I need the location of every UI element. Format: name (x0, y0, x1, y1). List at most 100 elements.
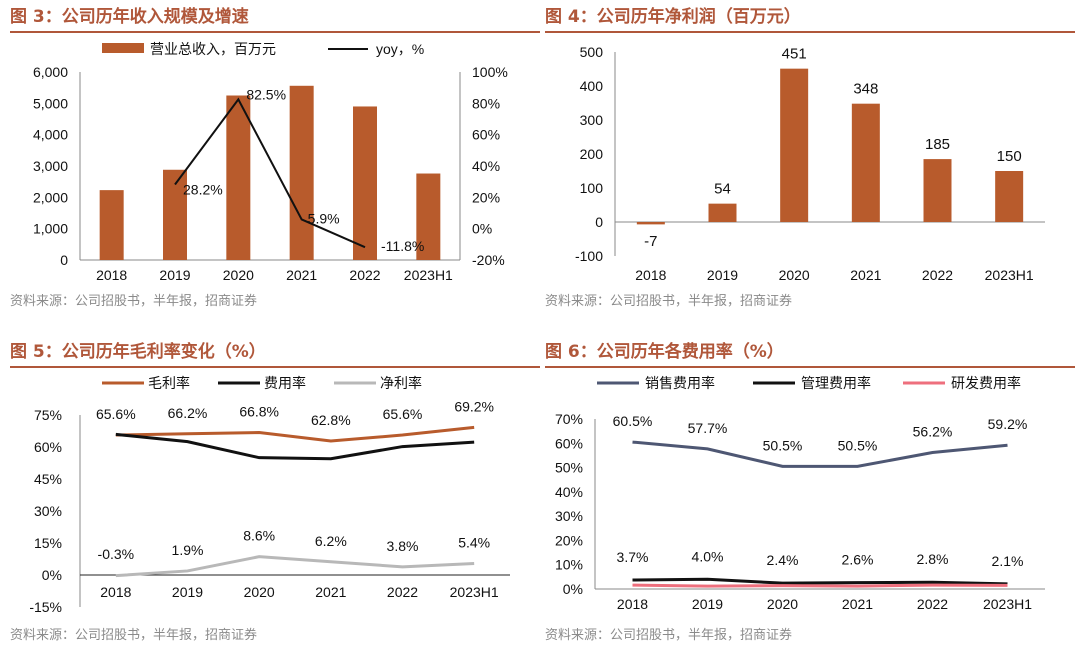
data-label-admin-rate: 2.6% (842, 552, 874, 568)
data-label-gross-margin: 69.2% (454, 398, 494, 414)
data-label-net-margin: 1.9% (172, 542, 204, 558)
x-tick-label: 2019 (172, 584, 203, 600)
data-label-gross-margin: 65.6% (96, 406, 136, 422)
data-label-gross-margin: 66.8% (239, 403, 279, 419)
legend-label: 净利率 (380, 375, 422, 391)
line-series-0 (632, 440, 1008, 468)
y-right-tick: 20% (472, 189, 500, 205)
x-tick-label: 2022 (387, 584, 418, 600)
data-label-sales-rate: 56.2% (913, 424, 953, 440)
y-left-tick: 3,000 (33, 158, 68, 174)
data-label-sales-rate: 59.2% (988, 416, 1028, 432)
x-tick-label: 2022 (349, 267, 380, 283)
data-label-net-profit: 150 (997, 148, 1022, 165)
chart-fig5: 毛利率 费用率 净利率 -15% 0% 15% 30% 45% 60% 75% 65.6% 66.2%… (29, 375, 510, 615)
y-tick: 100 (580, 180, 604, 196)
x-tick-label: 2021 (842, 596, 873, 612)
data-label-sales-rate: 50.5% (838, 437, 878, 453)
y-tick: 15% (34, 535, 62, 551)
chart-title: 图 3：公司历年收入规模及增速 (10, 7, 249, 27)
x-tick-label: 2018 (96, 267, 127, 283)
x-tick-label: 2021 (286, 267, 317, 283)
line-series-2 (632, 583, 1008, 588)
y-left-tick: 1,000 (33, 221, 68, 237)
bar-revenue (353, 106, 377, 260)
y-tick: 60% (555, 435, 583, 451)
y-left-tick: 6,000 (33, 64, 68, 80)
legend-swatch-revenue (102, 43, 144, 53)
x-tick-label: 2018 (635, 267, 666, 283)
x-tick-label: 2020 (767, 596, 798, 612)
data-label-sales-rate: 50.5% (763, 437, 803, 453)
legend-label: 销售费用率 (645, 375, 715, 391)
data-label-admin-rate: 2.4% (767, 552, 799, 568)
y-tick: 40% (555, 484, 583, 500)
y-left-tick: 4,000 (33, 127, 68, 143)
data-label-net-margin: 3.8% (387, 538, 419, 554)
legend-label: 费用率 (264, 375, 306, 391)
data-label-admin-rate: 3.7% (617, 549, 649, 565)
chart-title: 图 5：公司历年毛利率变化（%） (10, 342, 266, 362)
y-right-tick: 80% (472, 95, 500, 111)
data-label-net-profit: 451 (782, 46, 807, 63)
x-tick-label: 2018 (617, 596, 648, 612)
y-tick: 30% (34, 503, 62, 519)
data-label-gross-margin: 65.6% (383, 406, 423, 422)
y-tick: 30% (555, 508, 583, 524)
bar-net-profit (780, 68, 809, 222)
legend-label: 管理费用率 (801, 375, 871, 391)
bar-revenue (99, 190, 124, 260)
y-tick: 50% (555, 460, 583, 476)
x-tick-label: 2019 (707, 267, 738, 283)
x-tick-label: 2023H1 (450, 584, 499, 600)
y-right-tick: 40% (472, 158, 500, 174)
y-tick: -15% (29, 599, 62, 615)
data-label-sales-rate: 60.5% (613, 413, 653, 429)
chart-title: 图 6：公司历年各费用率（%） (545, 342, 784, 362)
bar-net-profit (851, 103, 880, 222)
x-tick-label: 2019 (159, 267, 190, 283)
legend-label: 毛利率 (148, 375, 190, 391)
legend-label: 研发费用率 (951, 375, 1021, 391)
y-tick: 70% (555, 411, 583, 427)
data-label-yoy: -11.8% (381, 238, 424, 254)
y-right-tick: -20% (472, 252, 505, 268)
chart-title: 图 4：公司历年净利润（百万元） (545, 7, 801, 27)
data-label-net-profit: 54 (714, 181, 731, 198)
y-tick: 200 (580, 146, 604, 162)
data-label-net-profit: 348 (853, 81, 878, 98)
y-tick: 75% (34, 407, 62, 423)
data-label-admin-rate: 4.0% (692, 548, 724, 564)
y-tick: -100 (575, 248, 603, 264)
data-label-gross-margin: 62.8% (311, 412, 351, 428)
x-tick-label: 2021 (850, 267, 881, 283)
line-series-0 (115, 425, 475, 443)
data-label-net-profit: 185 (925, 136, 950, 153)
source-note: 资料来源：公司招股书，半年报，招商证券 (10, 294, 258, 309)
data-label-net-margin: 8.6% (243, 528, 275, 544)
x-tick-label: 2023H1 (985, 267, 1034, 283)
y-tick: 0% (42, 567, 62, 583)
title-rule (10, 366, 540, 368)
bar-revenue (163, 169, 187, 260)
x-tick-label: 2022 (922, 267, 953, 283)
y-left-tick: 0 (60, 252, 68, 268)
x-tick-label: 2023H1 (404, 267, 453, 283)
panel-fig3: 图 3：公司历年收入规模及增速 营业总收入，百万元 yoy，% 0 1,000 2,00… (10, 0, 540, 320)
panel-fig5: 图 5：公司历年毛利率变化（%） 毛利率 费用率 净利率 -15% 0% 15% 30% 45… (10, 335, 540, 655)
data-label-yoy: 28.2% (183, 181, 223, 197)
bar-revenue (289, 85, 314, 260)
y-tick: 0% (563, 581, 583, 597)
data-label-sales-rate: 57.7% (688, 420, 728, 436)
bar-revenue (226, 95, 251, 260)
line-series-1 (632, 577, 1008, 586)
x-tick-label: 2020 (244, 584, 275, 600)
y-tick: 60% (34, 439, 62, 455)
x-tick-label: 2020 (223, 267, 254, 283)
x-tick-label: 2022 (917, 596, 948, 612)
line-series-1 (115, 432, 475, 461)
data-label-gross-margin: 66.2% (168, 405, 208, 421)
data-label-net-margin: 5.4% (458, 534, 490, 550)
title-rule (545, 31, 1075, 33)
x-tick-label: 2020 (779, 267, 810, 283)
